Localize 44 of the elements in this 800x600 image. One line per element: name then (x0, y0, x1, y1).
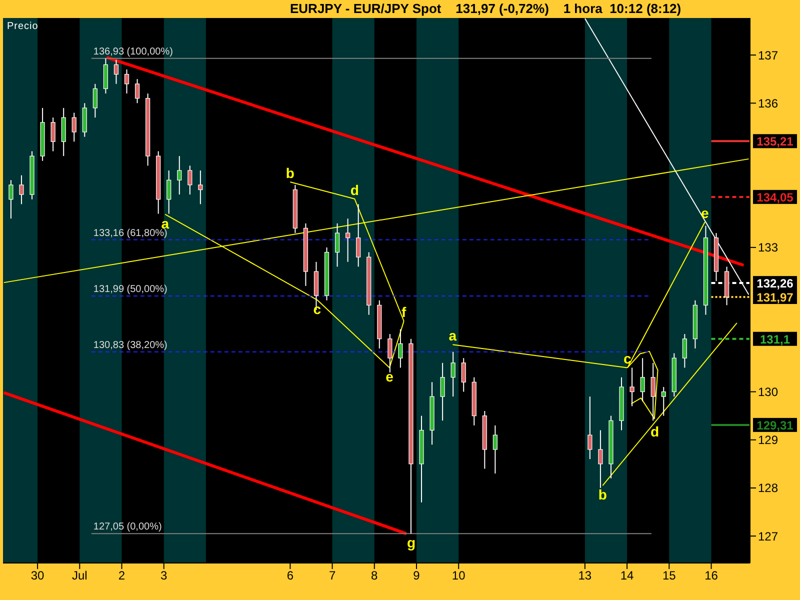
x-tick-label: 10 (452, 568, 466, 583)
chart-title: EURJPY - EUR/JPY Spot 131,97 (-0,72%) 1 hora 10:12 (8:12) (290, 1, 682, 16)
ref-line-label: 129,31 (756, 418, 794, 432)
annotation: b (598, 486, 607, 503)
x-tick-label: 8 (371, 568, 378, 583)
y-tick-label: 133 (758, 240, 778, 255)
annotation: d (350, 182, 359, 198)
y-tick-label: 130 (758, 385, 778, 400)
annotation: c (624, 350, 632, 367)
x-tick-label: 3 (160, 568, 168, 583)
x-tick-label: 7 (328, 568, 336, 583)
y-tick-label: 128 (758, 481, 778, 496)
x-tick-label: 14 (620, 568, 634, 583)
y-tick-label: 137 (758, 48, 778, 62)
x-tick-label: 30 (30, 568, 45, 583)
x-tick-label: 9 (413, 568, 420, 583)
annotation: d (650, 424, 660, 440)
x-tick-label: 13 (578, 568, 592, 583)
y-tick-label: 129 (758, 433, 778, 448)
x-tick-label: 16 (704, 568, 718, 583)
annotation: e (701, 204, 710, 221)
y-tick-label: 136 (758, 96, 778, 110)
series-label: 131,99 (50,00%) (93, 284, 168, 296)
y-axis-title: Precio (7, 21, 38, 32)
annotation: g (406, 534, 416, 551)
x-tick-label: 2 (118, 568, 126, 583)
ref-line-label: 134,05 (756, 190, 794, 204)
series-label: 133,16 (61,80%) (93, 228, 168, 239)
annotation: e (386, 368, 394, 385)
series-label: 136,93 (100,00%) (93, 46, 173, 58)
ref-line-label: 132,26 (756, 276, 794, 291)
annotation: c (313, 300, 322, 317)
annotation: b (286, 165, 294, 182)
ref-line-label: 131,1 (760, 332, 790, 346)
series-label: 127,05 (0,00%) (93, 522, 162, 533)
ref-line-label: 131,97 (756, 290, 794, 304)
x-tick-label: Jul (72, 568, 88, 583)
x-tick-label: 6 (286, 568, 294, 583)
series-label: 130,83 (38,20%) (93, 340, 168, 351)
annotation: a (448, 328, 457, 344)
annotation: f (402, 304, 407, 320)
x-tick-label: 15 (662, 568, 676, 583)
y-tick-label: 127 (758, 529, 778, 544)
ref-line-label: 135,21 (756, 134, 794, 149)
